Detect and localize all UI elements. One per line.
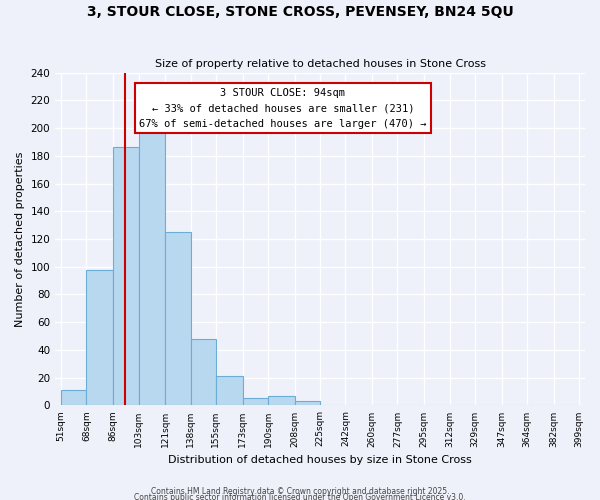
Text: 3, STOUR CLOSE, STONE CROSS, PEVENSEY, BN24 5QU: 3, STOUR CLOSE, STONE CROSS, PEVENSEY, B… bbox=[86, 5, 514, 19]
Title: Size of property relative to detached houses in Stone Cross: Size of property relative to detached ho… bbox=[155, 59, 485, 69]
Bar bbox=[166, 232, 191, 406]
Text: Contains public sector information licensed under the Open Government Licence v3: Contains public sector information licen… bbox=[134, 492, 466, 500]
X-axis label: Distribution of detached houses by size in Stone Cross: Distribution of detached houses by size … bbox=[168, 455, 472, 465]
Bar bbox=[242, 398, 268, 406]
Bar bbox=[139, 126, 166, 406]
Bar bbox=[113, 148, 139, 406]
Bar bbox=[216, 376, 242, 406]
Bar bbox=[268, 396, 295, 406]
Bar bbox=[86, 270, 113, 406]
Bar bbox=[191, 339, 216, 406]
Bar bbox=[61, 390, 86, 406]
Bar bbox=[295, 402, 320, 406]
Y-axis label: Number of detached properties: Number of detached properties bbox=[15, 152, 25, 326]
Text: 3 STOUR CLOSE: 94sqm
← 33% of detached houses are smaller (231)
67% of semi-deta: 3 STOUR CLOSE: 94sqm ← 33% of detached h… bbox=[139, 88, 427, 128]
Text: Contains HM Land Registry data © Crown copyright and database right 2025.: Contains HM Land Registry data © Crown c… bbox=[151, 487, 449, 496]
